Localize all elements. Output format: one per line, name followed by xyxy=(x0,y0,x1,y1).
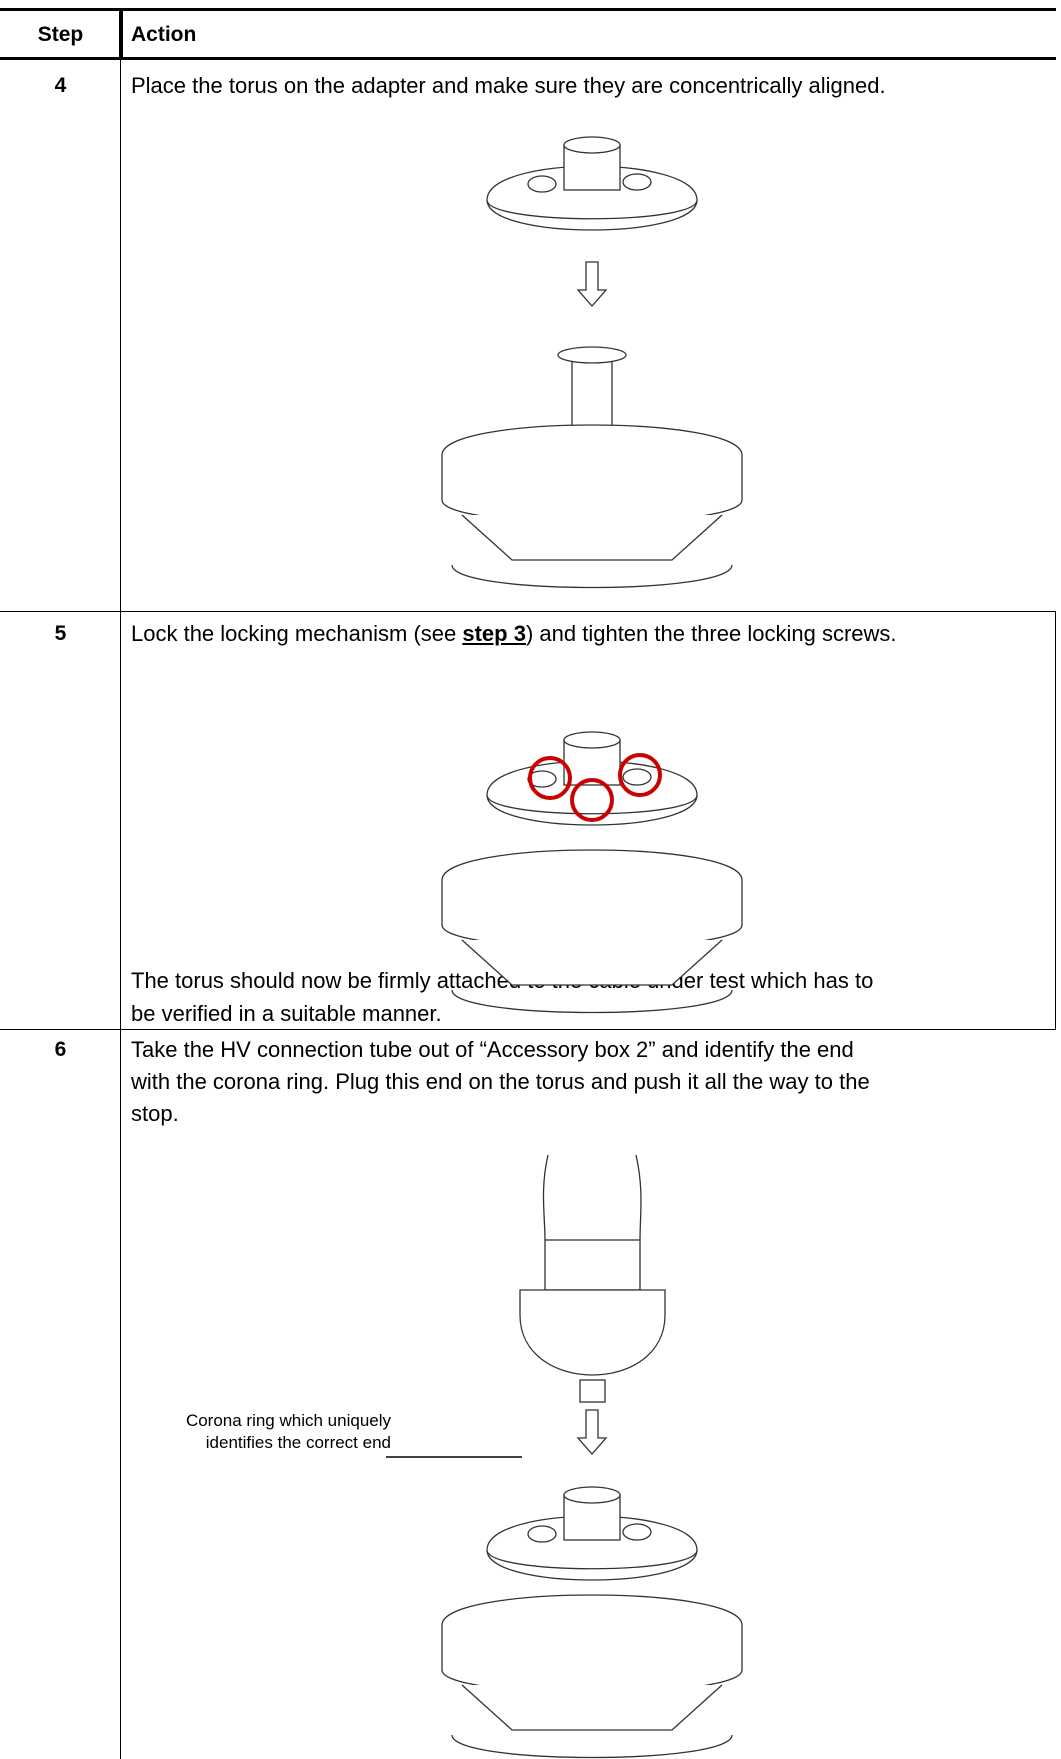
adapter-flange xyxy=(557,346,627,364)
highlight-circle xyxy=(570,778,614,822)
step-number: 6 xyxy=(54,1038,67,1061)
locked-drawing xyxy=(441,731,743,1014)
callout-line: Corona ring which uniquely xyxy=(185,1411,391,1430)
text: Lock the locking mechanism (see xyxy=(131,621,463,646)
text: ) and tighten the three locking screws. xyxy=(525,621,897,646)
action-text: Take the HV connection tube out of “Acce… xyxy=(131,1037,854,1062)
highlight-circle xyxy=(528,756,572,800)
action-text: Place the torus on the adapter and make … xyxy=(131,73,886,98)
action-text: with the corona ring. Plug this end on t… xyxy=(131,1069,870,1094)
header-divider xyxy=(119,8,123,60)
highlight-circle xyxy=(618,753,662,797)
row-rule xyxy=(0,611,1056,612)
action-text: Lock the locking mechanism (see step 3) … xyxy=(131,621,897,647)
row-rule xyxy=(0,1029,1056,1030)
table-top-rule xyxy=(0,8,1056,11)
column-divider xyxy=(120,60,121,1759)
right-border xyxy=(1055,611,1056,1030)
header-step: Step xyxy=(37,23,84,46)
header-rule xyxy=(0,57,1056,60)
step-number: 4 xyxy=(54,74,67,97)
header-action: Action xyxy=(131,23,197,46)
tube-drawing xyxy=(386,1154,743,1759)
torus-drawing xyxy=(441,136,743,589)
action-text: stop. xyxy=(131,1101,179,1126)
callout-line: identifies the correct end xyxy=(205,1433,391,1452)
step-link[interactable]: step 3 xyxy=(462,621,526,646)
note-line: be verified in a suitable manner. xyxy=(131,1001,442,1026)
step-number: 5 xyxy=(54,622,67,645)
